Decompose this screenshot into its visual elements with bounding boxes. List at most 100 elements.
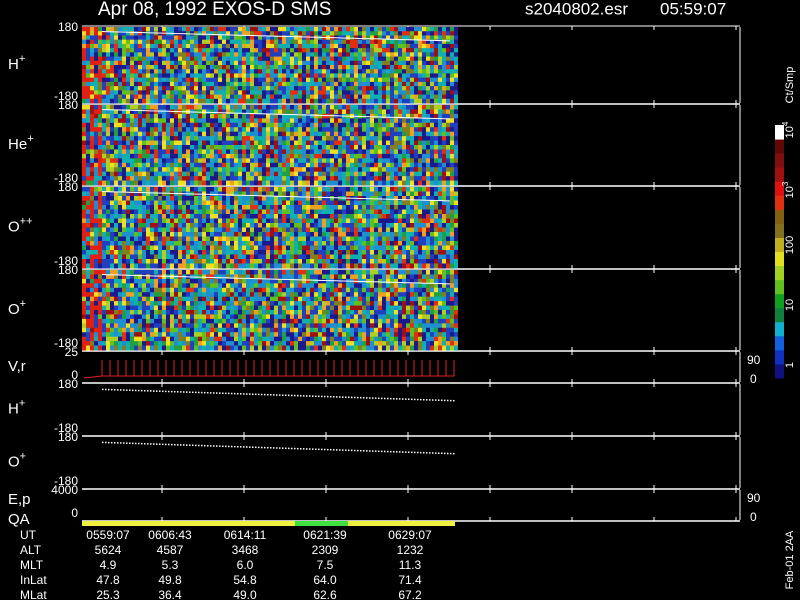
spectrogram-cell [406, 73, 410, 79]
spectrogram-cell [198, 69, 202, 74]
spectrogram-cell [86, 43, 90, 49]
spectrogram-cell [170, 196, 174, 201]
spectrogram-cell [134, 145, 138, 150]
spectrogram-cell [258, 35, 262, 41]
spectrogram-cell [122, 153, 126, 159]
spectrogram-cell [434, 81, 438, 87]
spectrogram-cell [190, 176, 194, 182]
spectrogram-cell [350, 127, 354, 133]
spectrogram-cell [230, 205, 234, 210]
spectrogram-cell [194, 60, 198, 66]
spectrogram-cell [178, 232, 182, 237]
spectrogram-cell [102, 31, 106, 36]
spectrogram-cell [230, 27, 234, 32]
spectrogram-cell [186, 39, 190, 45]
spectrogram-cell [278, 94, 282, 100]
spectrogram-cell [90, 180, 94, 186]
spectrogram-cell [338, 81, 342, 87]
spectrogram-cell [306, 250, 310, 255]
spectrogram-cell [158, 176, 162, 182]
spectrogram-cell [394, 35, 398, 41]
spectrogram-cell [110, 94, 114, 100]
spectrogram-cell [430, 140, 434, 146]
spectrogram-cell [222, 149, 226, 155]
spectrogram-cell [154, 191, 158, 197]
spectrogram-cell [454, 118, 458, 124]
spectrogram-cell [398, 263, 402, 269]
spectrogram-cell [102, 56, 106, 62]
spectrogram-cell [254, 162, 258, 168]
spectrogram-cell [402, 205, 406, 210]
spectrogram-cell [270, 263, 274, 269]
spectrogram-cell [454, 158, 458, 164]
spectrogram-cell [134, 39, 138, 45]
spectrogram-cell [226, 48, 230, 53]
spectrogram-cell [230, 145, 234, 150]
spectrogram-cell [274, 122, 278, 128]
spectrogram-cell [286, 48, 290, 53]
spectrogram-cell [102, 122, 106, 128]
spectrogram-cell [282, 39, 286, 45]
spectrogram-cell [294, 180, 298, 186]
spectrogram-cell [382, 131, 386, 137]
spectrogram-cell [178, 35, 182, 41]
spectrogram-cell [134, 232, 138, 237]
spectrogram-cell [266, 200, 270, 206]
spectrogram-cell [94, 263, 98, 269]
spectrogram-cell [194, 39, 198, 45]
spectrogram-cell [362, 136, 366, 142]
spectrogram-cell [142, 118, 146, 124]
spectrogram-cell [174, 153, 178, 159]
spectrogram-cell [290, 241, 294, 246]
spectrogram-cell [198, 56, 202, 62]
spectrogram-cell [302, 113, 306, 119]
spectrogram-cell [118, 259, 122, 264]
spectrogram-cell [94, 214, 98, 219]
spectrogram-cell [406, 145, 410, 150]
spectrogram-cell [182, 81, 186, 87]
spectrogram-cell [262, 223, 266, 228]
spectrogram-cell [302, 86, 306, 91]
spectrogram-cell [378, 153, 382, 159]
spectrogram-cell [422, 94, 426, 100]
y-tick-label: -180 [54, 171, 78, 185]
spectrogram-cell [354, 241, 358, 246]
spectrogram-cell [382, 196, 386, 201]
spectrogram-cell [406, 205, 410, 210]
spectrogram-cell [410, 227, 414, 233]
spectrogram-cell [194, 227, 198, 233]
spectrogram-cell [310, 232, 314, 237]
spectrogram-cell [258, 113, 262, 119]
spectrogram-cell [430, 153, 434, 159]
spectrogram-cell [414, 140, 418, 146]
spectrogram-cell [266, 232, 270, 237]
spectrogram-cell [390, 90, 394, 96]
spectrogram-cell [166, 48, 170, 53]
text-part: + [19, 53, 25, 65]
spectrogram-cell [306, 263, 310, 269]
spectrogram-cell [294, 98, 298, 104]
spectrogram-cell [394, 171, 398, 177]
spectrogram-cell [342, 140, 346, 146]
spectrogram-cell [198, 86, 202, 91]
spectrogram-cell [454, 131, 458, 137]
spectrogram-cell [114, 56, 118, 62]
spectrogram-cell [262, 254, 266, 260]
spectrogram-cell [182, 43, 186, 49]
spectrogram-cell [450, 86, 454, 91]
spectrogram-cell [366, 94, 370, 100]
spectrogram-cell [266, 205, 270, 210]
spectrogram-cell [402, 77, 406, 83]
spectrogram-cell [334, 250, 338, 255]
spectrogram-cell [174, 145, 178, 150]
spectrogram-cell [226, 214, 230, 219]
spectrogram-cell [254, 118, 258, 124]
spectrogram-cell [278, 227, 282, 233]
spectrogram-cell [170, 113, 174, 119]
spectrogram-cell [222, 232, 226, 237]
spectrogram-cell [174, 69, 178, 74]
spectrogram-cell [222, 43, 226, 49]
spectrogram-cell [402, 263, 406, 269]
spectrogram-cell [246, 180, 250, 186]
spectrogram-cell [406, 236, 410, 242]
